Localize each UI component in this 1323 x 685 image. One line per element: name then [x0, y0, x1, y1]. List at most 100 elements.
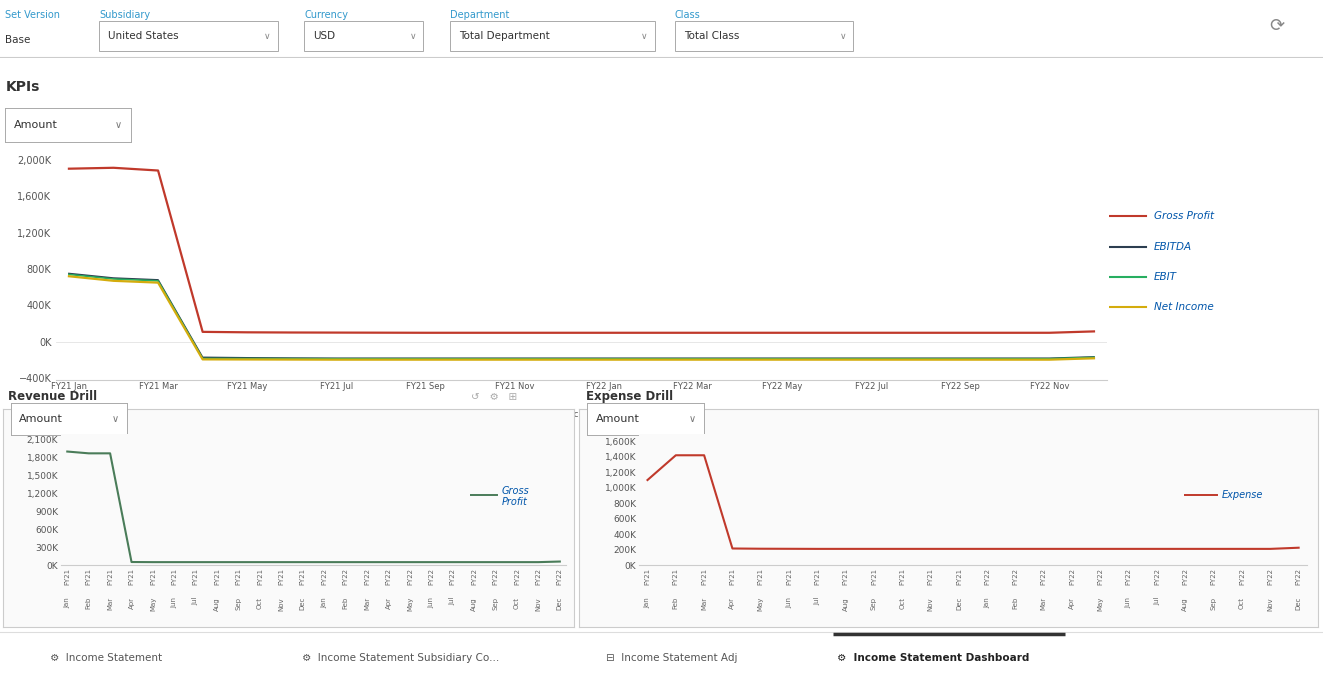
Text: FY22: FY22: [407, 568, 413, 585]
Text: FY21: FY21: [300, 568, 306, 585]
Text: Oct: Oct: [1240, 597, 1245, 609]
Text: FY21: FY21: [193, 568, 198, 585]
Text: Oct: Oct: [257, 597, 263, 609]
Text: Mar: Mar: [701, 597, 706, 610]
Text: FY22: FY22: [343, 568, 349, 585]
Text: FY21: FY21: [758, 568, 763, 585]
Text: FY22: FY22: [1069, 568, 1076, 585]
Text: FY21: FY21: [172, 568, 177, 585]
Text: Dec: Dec: [957, 597, 962, 610]
Text: FY22: FY22: [1267, 568, 1273, 585]
Text: Oct: Oct: [900, 597, 905, 609]
Text: Feb: Feb: [86, 597, 91, 609]
Text: FY21: FY21: [729, 568, 736, 585]
Text: EBIT: EBIT: [1154, 272, 1176, 282]
Text: FY22: FY22: [471, 568, 478, 585]
Text: FY22: FY22: [385, 568, 392, 585]
Text: EBITDA: EBITDA: [1154, 242, 1192, 251]
FancyBboxPatch shape: [450, 21, 655, 51]
Text: ⚙  Income Statement Dashboard: ⚙ Income Statement Dashboard: [837, 653, 1029, 663]
Text: ↺   ⚙   ⊞: ↺ ⚙ ⊞: [471, 392, 517, 401]
Text: Nov: Nov: [927, 597, 934, 610]
Text: May: May: [1098, 597, 1103, 611]
Text: Jan: Jan: [321, 597, 327, 608]
Text: Aug: Aug: [1183, 597, 1188, 610]
Text: FY22: FY22: [450, 568, 455, 585]
Text: FY22: FY22: [1211, 568, 1217, 585]
Text: Amount: Amount: [19, 414, 62, 424]
Text: FY22: FY22: [321, 568, 327, 585]
Text: Oct: Oct: [515, 597, 520, 609]
Text: Nov: Nov: [1267, 597, 1273, 610]
Text: Department: Department: [450, 10, 509, 21]
Text: FY22: FY22: [492, 568, 499, 585]
Text: FY21: FY21: [214, 568, 220, 585]
Text: FY21: FY21: [786, 568, 792, 585]
Text: FY22: FY22: [1183, 568, 1188, 585]
Text: FY21: FY21: [86, 568, 91, 585]
Text: Aug: Aug: [214, 597, 220, 610]
Text: Expense Drill: Expense Drill: [586, 390, 673, 403]
Text: Feb: Feb: [1012, 597, 1019, 609]
Text: FY21: FY21: [107, 568, 112, 585]
Text: ∨: ∨: [839, 32, 847, 40]
Text: FY21: FY21: [701, 568, 706, 585]
Text: FY21: FY21: [900, 568, 905, 585]
Text: FY22: FY22: [1098, 568, 1103, 585]
Text: ⚙  Income Statement: ⚙ Income Statement: [50, 653, 163, 663]
Text: FY22: FY22: [429, 568, 434, 585]
Text: May: May: [758, 597, 763, 611]
Text: Subsidiary: Subsidiary: [99, 10, 151, 21]
Text: FY21: FY21: [927, 568, 934, 585]
Text: Sep: Sep: [492, 597, 499, 610]
Text: Apr: Apr: [385, 597, 392, 609]
Text: Mar: Mar: [1041, 597, 1046, 610]
Text: FY21: FY21: [278, 568, 284, 585]
Text: ∨: ∨: [640, 32, 648, 40]
Text: Jun: Jun: [786, 597, 792, 608]
Text: Revenue Drill: Revenue Drill: [8, 390, 98, 403]
Text: Feb: Feb: [343, 597, 349, 609]
Text: May: May: [149, 597, 156, 611]
Text: ∨: ∨: [409, 32, 417, 40]
Text: Dec: Dec: [1295, 597, 1302, 610]
Text: FY22: FY22: [984, 568, 990, 585]
FancyBboxPatch shape: [675, 21, 853, 51]
Text: FY21: FY21: [871, 568, 877, 585]
Text: FY21: FY21: [673, 568, 679, 585]
Text: FY22: FY22: [1126, 568, 1131, 585]
FancyBboxPatch shape: [99, 21, 278, 51]
Text: FY22: FY22: [1295, 568, 1302, 585]
Text: Apr: Apr: [128, 597, 135, 609]
Text: Sep: Sep: [871, 597, 877, 610]
Text: FY21: FY21: [644, 568, 651, 585]
Text: Gross
Profit: Gross Profit: [501, 486, 529, 508]
Text: Net Income: Net Income: [1154, 302, 1213, 312]
Text: Jun: Jun: [429, 597, 434, 608]
Text: FY22: FY22: [515, 568, 520, 585]
Text: ∨: ∨: [263, 32, 271, 40]
Text: FY21: FY21: [257, 568, 263, 585]
Text: FY22: FY22: [557, 568, 562, 585]
Text: KPIs: KPIs: [5, 80, 40, 94]
Text: ∨: ∨: [115, 120, 122, 129]
Text: FY21: FY21: [815, 568, 820, 585]
Text: FY22: FY22: [364, 568, 370, 585]
Text: ⚙  Income Statement Subsidiary Co...: ⚙ Income Statement Subsidiary Co...: [302, 653, 499, 663]
Text: Feb: Feb: [673, 597, 679, 609]
Text: ∨: ∨: [112, 414, 119, 424]
Text: FY21: FY21: [65, 568, 70, 585]
Text: Currency: Currency: [304, 10, 348, 21]
Text: FY21: FY21: [235, 568, 242, 585]
Text: Dec: Dec: [300, 597, 306, 610]
Text: FY22: FY22: [1041, 568, 1046, 585]
Text: Dec: Dec: [557, 597, 562, 610]
Text: Sep: Sep: [235, 597, 242, 610]
Text: Jul: Jul: [1154, 597, 1160, 606]
Text: USD: USD: [314, 31, 336, 41]
Text: Jun: Jun: [1126, 597, 1131, 608]
Text: Class: Class: [675, 10, 700, 21]
Text: Base: Base: [5, 36, 30, 45]
Text: Jan: Jan: [984, 597, 990, 608]
Text: Jul: Jul: [193, 597, 198, 606]
